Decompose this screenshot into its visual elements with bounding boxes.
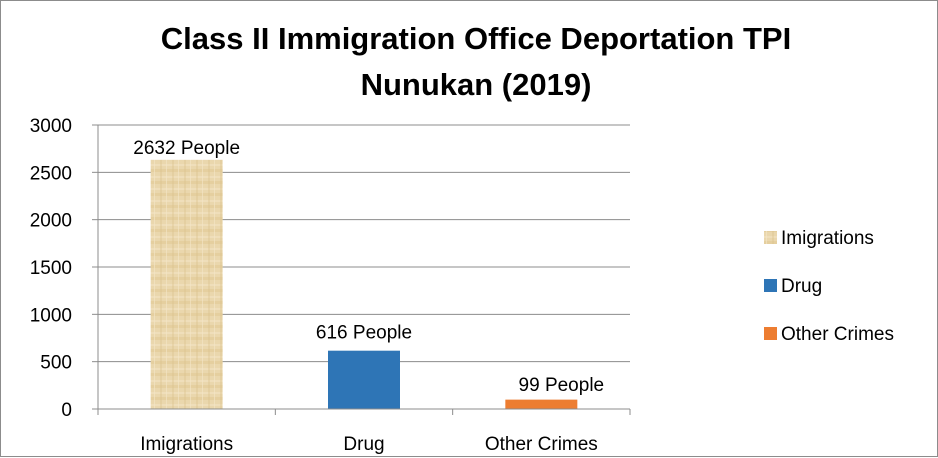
x-tick-label-imigrations: Imigrations [140, 434, 233, 455]
y-tick-label: 3000 [30, 116, 72, 137]
bar-drug [328, 350, 400, 409]
data-label-imigrations: 2632 People [133, 138, 240, 159]
data-label-other-crimes: 99 People [519, 375, 605, 396]
y-tick-label: 1000 [30, 305, 72, 326]
y-tick-label: 2500 [30, 163, 72, 184]
legend-label-drug: Drug [781, 276, 822, 297]
legend-label-other-crimes: Other Crimes [781, 324, 894, 345]
data-label-drug: 616 People [316, 323, 412, 344]
y-axis-ticks: 0 500 1000 1500 2000 2500 3000 [30, 116, 98, 421]
legend: Imigrations Drug Other Crimes [764, 228, 894, 345]
bars [150, 159, 578, 409]
chart-title-line-1: Class II Immigration Office Deportation … [161, 21, 791, 56]
chart-title-line-2: Nunukan (2019) [361, 67, 592, 102]
bar-other-crimes [505, 399, 578, 409]
y-tick-label: 1500 [30, 258, 72, 279]
y-tick-label: 500 [40, 353, 72, 374]
y-tick-label: 0 [61, 400, 72, 421]
y-tick-label: 2000 [30, 211, 72, 232]
bar-imigrations [150, 159, 223, 409]
legend-swatch-drug [764, 279, 777, 292]
x-axis-ticks: Imigrations Drug Other Crimes [140, 434, 598, 455]
data-labels: 2632 People 616 People 99 People [133, 138, 604, 396]
legend-label-imigrations: Imigrations [781, 228, 874, 249]
axes [97, 125, 631, 415]
x-tick-label-drug: Drug [343, 434, 384, 455]
legend-swatch-imigrations [764, 231, 777, 244]
x-tick-label-other-crimes: Other Crimes [485, 434, 598, 455]
legend-swatch-other-crimes [764, 327, 777, 340]
